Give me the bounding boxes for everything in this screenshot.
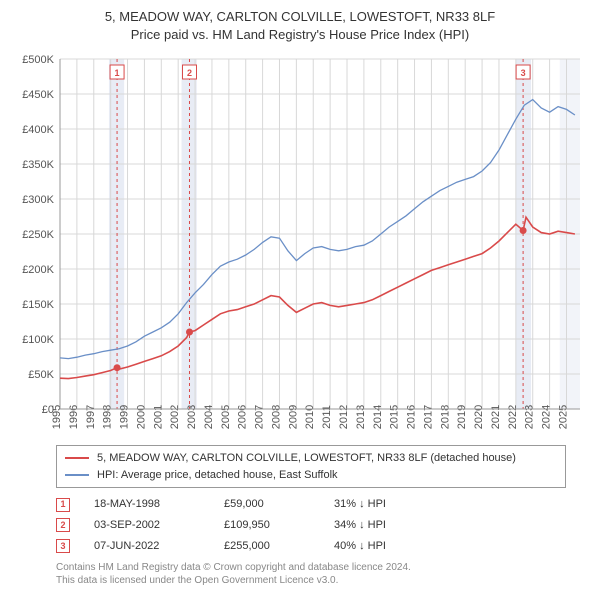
x-tick-label: 2025 bbox=[557, 405, 569, 429]
footnote-line1: Contains HM Land Registry data © Crown c… bbox=[56, 561, 590, 574]
y-tick-label: £500K bbox=[22, 54, 54, 66]
y-tick-label: £250K bbox=[22, 229, 54, 241]
title-line1: 5, MEADOW WAY, CARLTON COLVILLE, LOWESTO… bbox=[10, 8, 590, 26]
x-tick-label: 1997 bbox=[85, 405, 97, 429]
transaction-badge: 1 bbox=[56, 498, 70, 512]
x-tick-label: 2017 bbox=[422, 405, 434, 429]
x-tick-label: 1999 bbox=[119, 405, 131, 429]
chart-container: 5, MEADOW WAY, CARLTON COLVILLE, LOWESTO… bbox=[0, 0, 600, 591]
x-tick-label: 2021 bbox=[490, 405, 502, 429]
x-tick-label: 2012 bbox=[338, 405, 350, 429]
transaction-hpi: 31% ↓ HPI bbox=[334, 494, 386, 515]
x-tick-label: 2002 bbox=[169, 405, 181, 429]
transaction-badge: 3 bbox=[56, 539, 70, 553]
x-tick-label: 1998 bbox=[102, 405, 114, 429]
y-tick-label: £100K bbox=[22, 334, 54, 346]
chart-plot: £0£50K£100K£150K£200K£250K£300K£350K£400… bbox=[10, 49, 590, 439]
legend-label: HPI: Average price, detached house, East… bbox=[97, 467, 338, 484]
x-tick-label: 2013 bbox=[355, 405, 367, 429]
x-tick-label: 2019 bbox=[456, 405, 468, 429]
legend-swatch bbox=[65, 457, 89, 459]
x-tick-label: 2005 bbox=[220, 405, 232, 429]
footnote-line2: This data is licensed under the Open Gov… bbox=[56, 574, 590, 587]
transaction-hpi: 34% ↓ HPI bbox=[334, 515, 386, 536]
y-tick-label: £400K bbox=[22, 124, 54, 136]
transaction-price: £255,000 bbox=[224, 536, 334, 557]
marker-dot bbox=[520, 227, 527, 234]
chart-svg: £0£50K£100K£150K£200K£250K£300K£350K£400… bbox=[10, 49, 590, 439]
x-tick-label: 1996 bbox=[68, 405, 80, 429]
x-tick-label: 2022 bbox=[507, 405, 519, 429]
x-tick-label: 2004 bbox=[203, 405, 215, 429]
legend: 5, MEADOW WAY, CARLTON COLVILLE, LOWESTO… bbox=[56, 445, 566, 488]
x-tick-label: 1995 bbox=[51, 405, 63, 429]
x-tick-label: 2020 bbox=[473, 405, 485, 429]
x-tick-label: 2007 bbox=[254, 405, 266, 429]
transaction-row: 1 18-MAY-1998£59,00031% ↓ HPI bbox=[56, 494, 566, 515]
x-tick-label: 2000 bbox=[135, 405, 147, 429]
transaction-row: 2 03-SEP-2002£109,95034% ↓ HPI bbox=[56, 515, 566, 536]
transaction-hpi: 40% ↓ HPI bbox=[334, 536, 386, 557]
legend-row: HPI: Average price, detached house, East… bbox=[65, 467, 557, 484]
y-tick-label: £300K bbox=[22, 194, 54, 206]
series-hpi bbox=[60, 100, 575, 359]
marker-badge-label: 3 bbox=[521, 68, 526, 78]
transactions-table: 1 18-MAY-1998£59,00031% ↓ HPI 2 03-SEP-2002… bbox=[56, 494, 566, 557]
x-tick-label: 2003 bbox=[186, 405, 198, 429]
transaction-price: £59,000 bbox=[224, 494, 334, 515]
marker-dot bbox=[114, 364, 121, 371]
y-tick-label: £350K bbox=[22, 159, 54, 171]
marker-badge-label: 2 bbox=[187, 68, 192, 78]
legend-swatch bbox=[65, 474, 89, 476]
y-tick-label: £50K bbox=[28, 369, 54, 381]
legend-label: 5, MEADOW WAY, CARLTON COLVILLE, LOWESTO… bbox=[97, 450, 516, 467]
transaction-date: 07-JUN-2022 bbox=[94, 536, 224, 557]
footnote: Contains HM Land Registry data © Crown c… bbox=[56, 561, 590, 587]
transaction-row: 3 07-JUN-2022£255,00040% ↓ HPI bbox=[56, 536, 566, 557]
legend-row: 5, MEADOW WAY, CARLTON COLVILLE, LOWESTO… bbox=[65, 450, 557, 467]
title-line2: Price paid vs. HM Land Registry's House … bbox=[10, 26, 590, 44]
transaction-price: £109,950 bbox=[224, 515, 334, 536]
x-tick-label: 2014 bbox=[372, 405, 384, 429]
y-tick-label: £200K bbox=[22, 264, 54, 276]
series-property bbox=[60, 217, 575, 378]
x-tick-label: 2001 bbox=[152, 405, 164, 429]
transaction-date: 03-SEP-2002 bbox=[94, 515, 224, 536]
x-tick-label: 2006 bbox=[237, 405, 249, 429]
x-tick-label: 2010 bbox=[304, 405, 316, 429]
transaction-date: 18-MAY-1998 bbox=[94, 494, 224, 515]
y-tick-label: £150K bbox=[22, 299, 54, 311]
y-tick-label: £450K bbox=[22, 89, 54, 101]
x-tick-label: 2024 bbox=[541, 405, 553, 429]
transaction-badge: 2 bbox=[56, 518, 70, 532]
marker-badge-label: 1 bbox=[115, 68, 120, 78]
chart-title: 5, MEADOW WAY, CARLTON COLVILLE, LOWESTO… bbox=[10, 8, 590, 43]
x-tick-label: 2023 bbox=[524, 405, 536, 429]
x-tick-label: 2008 bbox=[270, 405, 282, 429]
marker-dot bbox=[186, 329, 193, 336]
x-tick-label: 2018 bbox=[439, 405, 451, 429]
x-tick-label: 2009 bbox=[287, 405, 299, 429]
x-tick-label: 2016 bbox=[406, 405, 418, 429]
x-tick-label: 2015 bbox=[389, 405, 401, 429]
